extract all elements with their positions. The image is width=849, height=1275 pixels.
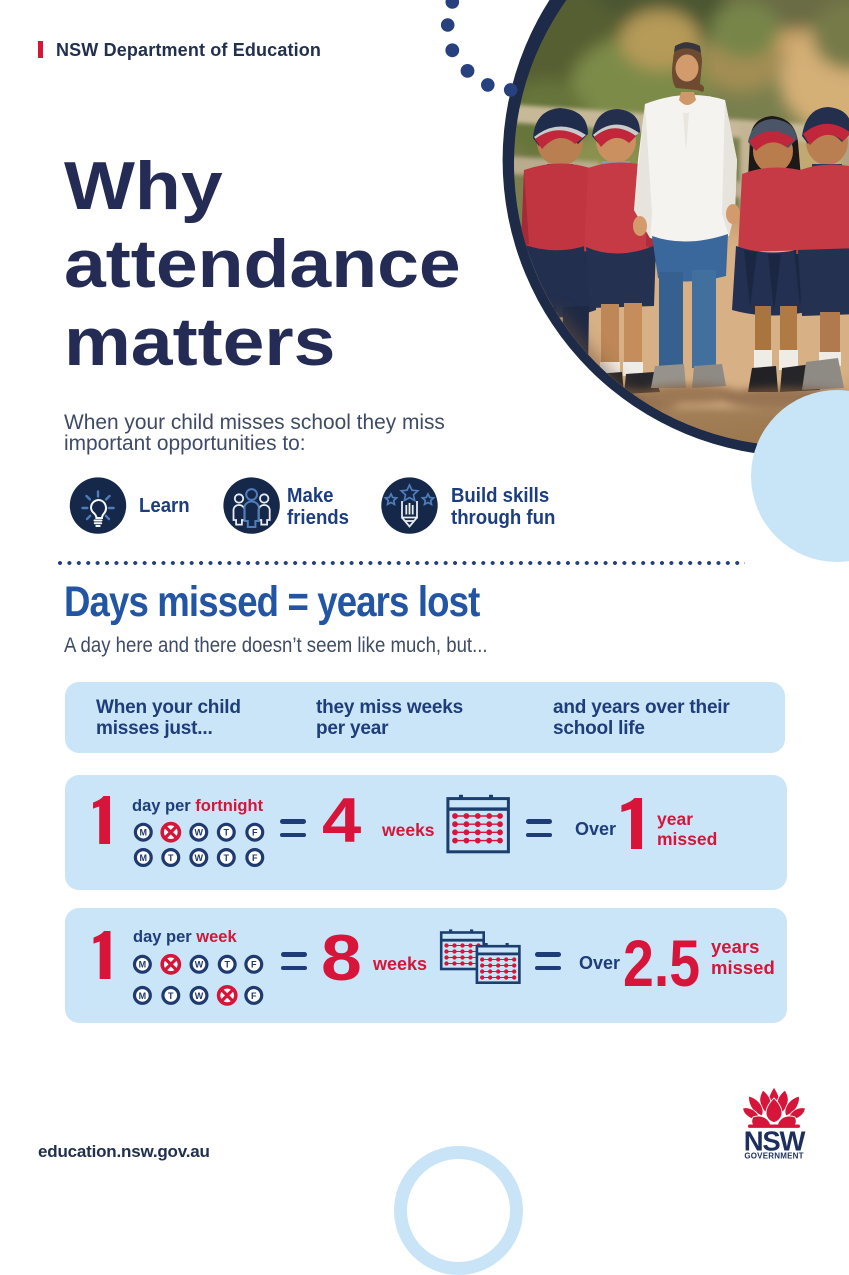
svg-text:T: T <box>224 960 230 970</box>
svg-text:F: F <box>252 853 258 863</box>
svg-text:T: T <box>168 853 174 863</box>
svg-text:T: T <box>168 991 174 1001</box>
svg-text:GOVERNMENT: GOVERNMENT <box>744 1152 803 1161</box>
svg-text:M: M <box>139 960 147 970</box>
svg-text:W: W <box>195 828 204 838</box>
svg-text:M: M <box>139 991 147 1001</box>
svg-text:F: F <box>252 828 258 838</box>
svg-text:W: W <box>195 853 204 863</box>
svg-text:W: W <box>195 991 204 1001</box>
svg-text:F: F <box>251 991 257 1001</box>
svg-text:F: F <box>251 960 257 970</box>
svg-text:W: W <box>195 960 204 970</box>
svg-text:T: T <box>224 828 230 838</box>
svg-text:M: M <box>140 828 148 838</box>
svg-text:M: M <box>140 853 148 863</box>
svg-text:T: T <box>224 853 230 863</box>
svg-text:NSW: NSW <box>744 1126 806 1157</box>
